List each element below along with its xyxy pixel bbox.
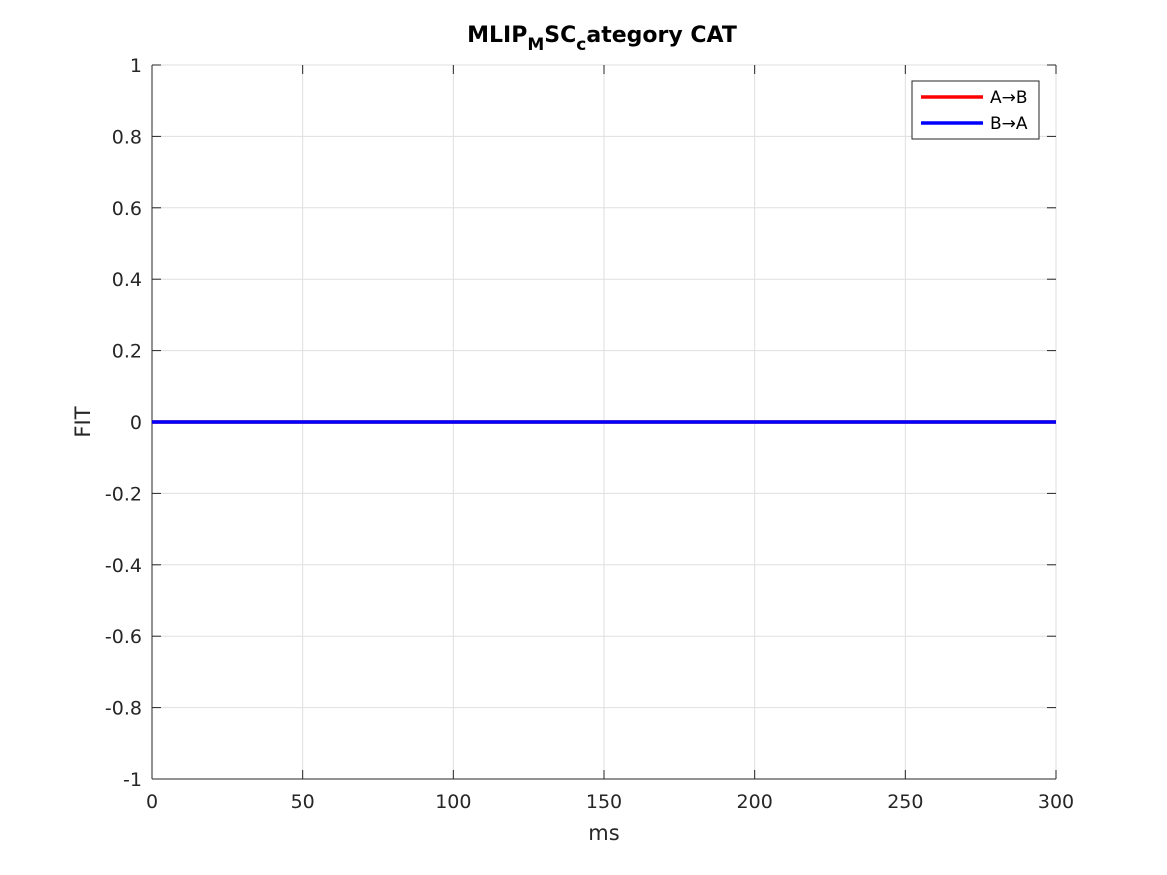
- x-tick-label: 150: [586, 791, 622, 813]
- legend-label-a-to-b: A→B: [990, 88, 1028, 108]
- y-tick-label: 1: [130, 55, 142, 77]
- x-tick-label: 0: [146, 791, 158, 813]
- y-axis-label: FIT: [71, 406, 95, 437]
- x-tick-label: 250: [887, 791, 923, 813]
- x-tick-label: 200: [737, 791, 773, 813]
- legend: A→B B→A: [911, 80, 1040, 140]
- title-part-3: ategory CAT: [586, 23, 736, 48]
- y-tick-label: -1: [123, 769, 142, 791]
- x-tick-label: 300: [1038, 791, 1074, 813]
- y-tick-label: -0.6: [105, 626, 142, 648]
- x-tick-label: 50: [291, 791, 315, 813]
- y-tick-label: 0.6: [112, 198, 142, 220]
- y-tick-label: -0.2: [105, 483, 142, 505]
- tick-labels: 0 50 100 150 200 250 300 -1 -0.8 -0.6 -0.4 -0.2 0 0.2…: [105, 55, 1074, 813]
- y-tick-label: -0.4: [105, 555, 142, 577]
- title-subscript-1: M: [527, 35, 544, 55]
- y-tick-label: -0.8: [105, 698, 142, 720]
- legend-label-b-to-a: B→A: [990, 114, 1028, 134]
- y-tick-label: 0.2: [112, 341, 142, 363]
- y-tick-label: 0: [130, 412, 142, 434]
- x-tick-label: 100: [435, 791, 471, 813]
- title-subscript-2: c: [576, 35, 586, 55]
- title-part-2: SC: [544, 23, 576, 48]
- axes: [151, 64, 1057, 780]
- y-tick-label: 0.4: [112, 269, 142, 291]
- title-part-1: MLIP: [467, 23, 527, 48]
- y-tick-label: 0.8: [112, 126, 142, 148]
- legend-box: [911, 80, 1040, 140]
- chart-title: MLIPMSCcategory CAT: [467, 23, 737, 55]
- x-axis-label: ms: [588, 821, 619, 845]
